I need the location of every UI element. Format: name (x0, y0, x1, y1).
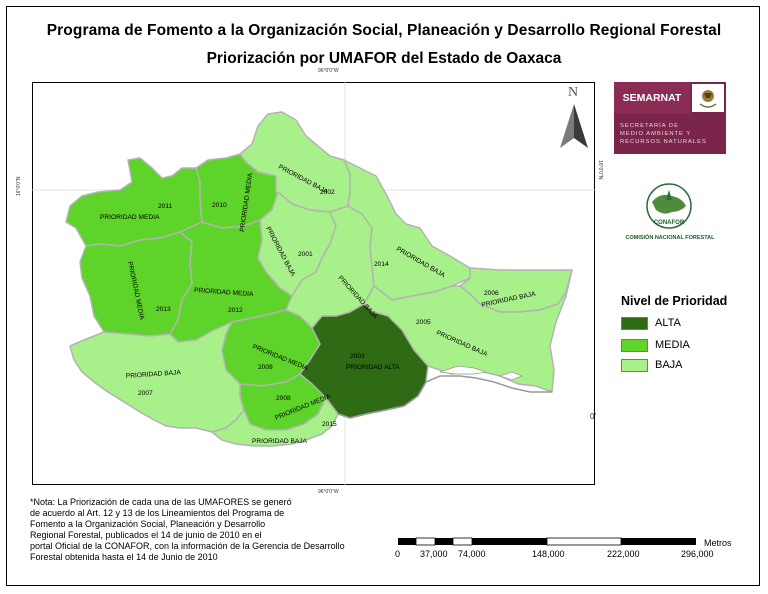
conafor-name: COMISIÓN NACIONAL FORESTAL (625, 235, 715, 241)
legend-swatch-alta (621, 317, 648, 330)
coastline (337, 375, 552, 419)
scale-tick-label: 74,000 (458, 549, 486, 559)
mexico-shield-icon (692, 84, 724, 112)
legend-swatch-baja (621, 359, 648, 372)
region-code-2002: 2002 (320, 189, 335, 196)
legend-item-alta: ALTA (621, 317, 761, 333)
region-code-2005: 2005 (416, 319, 431, 326)
scale-segment-6 (546, 537, 622, 546)
scale-tick-label: 148,000 (532, 549, 565, 559)
region-code-2008: 2008 (276, 395, 291, 402)
region-code-2007: 2007 (138, 390, 153, 397)
semarnat-sub-line: RECURSOS NATURALES (620, 139, 707, 145)
scale-segment-5 (472, 538, 547, 545)
legend-item-media: MEDIA (621, 339, 761, 355)
scale-unit: Metros (704, 538, 732, 548)
region-code-2011: 2011 (158, 203, 173, 210)
north-letter: N (568, 85, 578, 100)
scale-tick-label: 0 (395, 549, 401, 559)
region-code-2003: 2003 (350, 353, 365, 360)
region-label-2011: PRIORIDAD MEDIA (100, 214, 160, 221)
region-code-2010: 2010 (212, 202, 227, 209)
footnote-line: Forestal obtenida hasta el 14 de Junio d… (30, 552, 218, 562)
map-frame (6, 6, 760, 586)
conafor-emblem-icon: CONAFOR (646, 183, 692, 229)
footnote-line: de acuerdo al Art. 12 y 13 de los Lineam… (30, 508, 285, 518)
legend-title: Nivel de Prioridad (621, 294, 728, 308)
semarnat-wordmark: SEMARNAT (614, 82, 690, 114)
region-label-2003: PRIORIDAD ALTA (346, 364, 400, 371)
region-label-2007: PRIORIDAD BAJA (126, 369, 182, 380)
scale-segment-2 (415, 537, 436, 546)
legend-label-alta: ALTA (655, 317, 681, 329)
region-code-2006: 2006 (484, 290, 499, 297)
map-title: Programa de Fomento a la Organización So… (46, 22, 722, 39)
scale-tick-label: 222,000 (607, 549, 640, 559)
legend-item-baja: BAJA (621, 359, 761, 375)
coastal-lagoon-east (498, 371, 524, 381)
legend-label-baja: BAJA (655, 359, 683, 371)
scale-segment-4 (452, 537, 473, 546)
semarnat-subtitle: SECRETARÍA DE MEDIO AMBIENTE Y RECURSOS … (620, 122, 724, 146)
graticule-top-label: 96°0'0"W (318, 68, 339, 74)
legend-label-media: MEDIA (655, 339, 690, 351)
footnote: *Nota: La Priorización de cada una de la… (30, 497, 390, 563)
semarnat-sub-line: SECRETARÍA DE (620, 123, 679, 129)
region-code-2014: 2014 (374, 261, 389, 268)
footnote-line: Fomento a la Organización Social, Planea… (30, 519, 266, 529)
region-code-2001: 2001 (298, 251, 313, 258)
footnote-line: portal Oficial de la CONAFOR, con la inf… (30, 541, 345, 551)
map-subtitle: Priorización por UMAFOR del Estado de Oa… (206, 50, 562, 67)
scale-segment-3 (435, 538, 453, 545)
graticule-right-cut-label: 0' (590, 412, 596, 421)
coastal-lagoon (439, 365, 487, 375)
semarnat-sub-line: MEDIO AMBIENTE Y (620, 131, 692, 137)
region-code-2009: 2009 (258, 364, 273, 371)
semarnat-logo: SEMARNAT SECRETARÍA DE MEDIO AMBIENTE Y … (614, 82, 726, 154)
region-2007 (69, 321, 245, 433)
region-2014 (343, 159, 471, 301)
graticule-bottom-label: 96°0'0"W (318, 489, 339, 495)
scale-bar (398, 537, 696, 546)
scale-tick-label: 37,000 (420, 549, 448, 559)
region-code-2012: 2012 (228, 307, 243, 314)
scale-segment-7 (621, 538, 696, 545)
region-label-2015: PRIORIDAD BAJA (252, 438, 308, 445)
region-code-2013: 2013 (156, 306, 171, 313)
legend-swatch-media (621, 339, 648, 352)
footnote-line: Regional Forestal, publicados el 14 de j… (30, 530, 262, 540)
footnote-line: *Nota: La Priorización de cada una de la… (30, 497, 292, 507)
region-code-2015: 2015 (322, 421, 337, 428)
conafor-mark: CONAFOR (654, 220, 685, 226)
north-arrow-left-half (560, 104, 574, 148)
region-label-2012: PRIORIDAD MEDIA (194, 287, 254, 298)
north-arrow-right-half (574, 104, 588, 148)
scale-tick-label: 296,000 (681, 549, 714, 559)
scale-segment-1 (398, 538, 416, 545)
north-arrow: N (560, 85, 588, 148)
